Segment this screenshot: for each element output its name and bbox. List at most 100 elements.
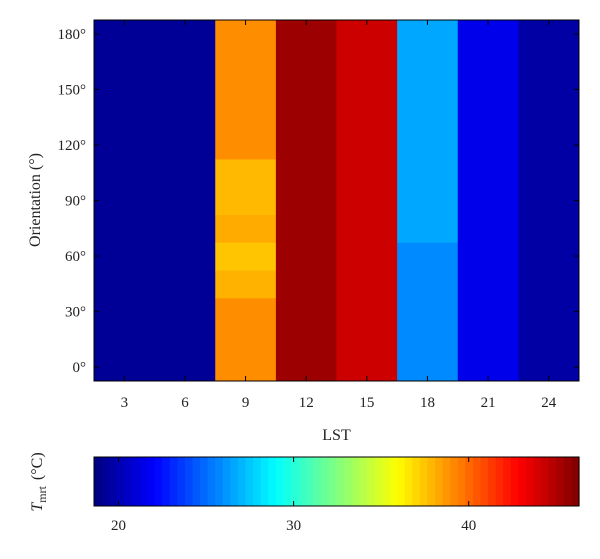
colorbar-step: [381, 457, 391, 506]
colorbar-step: [109, 457, 118, 506]
colorbar-step: [495, 457, 504, 506]
colorbar-step: [427, 457, 436, 506]
y-tick-label: 120°: [58, 138, 87, 154]
heatmap-cell-5-0: [457, 20, 519, 381]
colorbar-label-sub: mrt: [35, 485, 49, 502]
colorbar-step: [465, 457, 474, 506]
x-tick-label: 15: [359, 395, 374, 411]
heatmap-cell-1-1: [215, 269, 277, 299]
colorbar-label-main: T: [29, 502, 46, 512]
colorbar-step: [313, 457, 322, 506]
y-tick-label: 150°: [58, 82, 87, 98]
colorbar-step: [563, 457, 573, 506]
colorbar-step: [412, 457, 421, 506]
colorbar-step: [328, 457, 338, 506]
colorbar-step: [374, 457, 383, 506]
colorbar-step: [260, 457, 269, 506]
colorbar-step: [154, 457, 163, 506]
heatmap-cell-1-3: [215, 214, 277, 243]
x-tick-label: 9: [242, 395, 250, 411]
colorbar-step: [215, 457, 224, 506]
x-tick-label: 24: [541, 395, 557, 411]
y-tick-label: 60°: [65, 249, 86, 265]
colorbar-step: [442, 457, 451, 506]
colorbar-step: [503, 457, 512, 506]
heatmap-cell-2-0: [275, 20, 338, 381]
colorbar-step: [237, 457, 247, 506]
colorbar-step: [283, 457, 292, 506]
colorbar-step: [404, 457, 413, 506]
colorbar-tick-label: 30: [286, 518, 301, 534]
x-tick-label: 21: [481, 395, 496, 411]
colorbar-step: [177, 457, 186, 506]
heatmap-cell-1-2: [215, 242, 277, 271]
heatmap-cell-1-4: [215, 158, 277, 215]
colorbar-step: [397, 457, 406, 506]
colorbar-step: [344, 457, 353, 506]
colorbar-step: [94, 457, 103, 506]
colorbar-frame: [93, 456, 580, 507]
x-tick-label: 12: [299, 395, 314, 411]
colorbar-step: [169, 457, 178, 506]
colorbar-step: [139, 457, 148, 506]
colorbar-step: [351, 457, 360, 506]
colorbar-step: [291, 457, 300, 506]
x-tick-label: 6: [181, 395, 189, 411]
colorbar-tick-label: 20: [111, 518, 126, 534]
heatmap-cells: [94, 20, 579, 381]
colorbar-label-unit: (°C): [29, 452, 46, 480]
colorbar-step: [275, 457, 285, 506]
colorbar-step: [548, 457, 557, 506]
colorbar-step: [541, 457, 550, 506]
colorbar-step: [359, 457, 368, 506]
colorbar-step: [419, 457, 429, 506]
colorbar-step: [298, 457, 307, 506]
x-tick-label: 3: [121, 395, 129, 411]
colorbar-step: [472, 457, 482, 506]
colorbar-step: [525, 457, 535, 506]
colorbar-step: [556, 457, 565, 506]
colorbar-step: [480, 457, 489, 506]
colorbar-step: [533, 457, 542, 506]
heatmap-cell-1-5: [215, 20, 277, 160]
colorbar-step: [336, 457, 345, 506]
colorbar-step: [162, 457, 171, 506]
colorbar-step: [366, 457, 375, 506]
colorbar-step: [510, 457, 519, 506]
heatmap-cell-4-0: [397, 242, 459, 381]
colorbar-label: Tmrt (°C): [29, 452, 49, 511]
colorbar-step: [457, 457, 466, 506]
colorbar-step: [207, 457, 216, 506]
x-tick-label: 18: [420, 395, 435, 411]
colorbar: [94, 457, 580, 506]
heatmap-cell-1-0: [215, 297, 277, 381]
y-axis-label: Orientation (°): [27, 153, 44, 247]
x-axis-label: LST: [322, 427, 351, 444]
colorbar-step: [222, 457, 232, 506]
heatmap-cell-3-0: [336, 20, 398, 381]
y-tick-label: 30°: [65, 305, 86, 321]
colorbar-step: [571, 457, 580, 506]
heatmap-cell-6-0: [518, 20, 579, 381]
colorbar-step: [253, 457, 262, 506]
y-tick-label: 0°: [73, 360, 87, 376]
colorbar-step: [230, 457, 239, 506]
colorbar-step: [131, 457, 141, 506]
colorbar-step: [147, 457, 156, 506]
y-axis-ticks: 0° 30° 60° 90° 120° 150° 180°: [58, 27, 579, 376]
colorbar-step: [435, 457, 444, 506]
colorbar-step: [389, 457, 398, 506]
colorbar-step: [116, 457, 125, 506]
colorbar-step: [450, 457, 459, 506]
heatmap-cell-4-1: [397, 20, 459, 243]
colorbar-step: [245, 457, 254, 506]
colorbar-step: [268, 457, 277, 506]
colorbar-step: [321, 457, 330, 506]
colorbar-step: [192, 457, 201, 506]
colorbar-ticks: 20 30 40: [111, 457, 476, 534]
colorbar-step: [518, 457, 527, 506]
colorbar-step: [184, 457, 194, 506]
colorbar-step: [200, 457, 209, 506]
heatmap-cell-0-0: [94, 20, 216, 381]
